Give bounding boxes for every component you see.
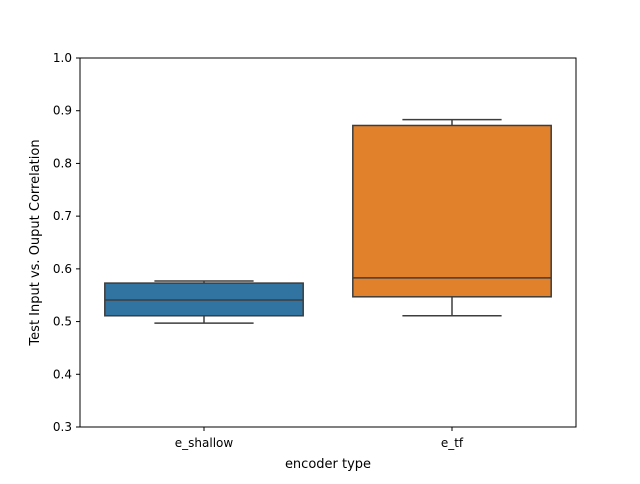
y-tick-label: 0.9	[53, 104, 72, 118]
box-e_shallow	[104, 280, 304, 324]
y-tick-label: 0.3	[53, 420, 72, 434]
y-tick-label: 0.4	[53, 367, 72, 381]
axes: 0.3 0.4 0.5 0.6 0.7 0.8 0.9 1.0 e_shallow e_tf	[53, 51, 577, 450]
y-tick-label: 0.5	[53, 315, 72, 329]
y-tick-label: 0.6	[53, 262, 72, 276]
x-tick-label: e_shallow	[175, 436, 234, 450]
y-axis-label: Test Input vs. Ouput Correlation	[28, 139, 43, 346]
box-e_tf	[352, 118, 552, 317]
y-tick-label: 0.7	[53, 209, 72, 223]
y-tick-label: 0.8	[53, 156, 72, 170]
x-axis-label: encoder type	[285, 457, 371, 472]
x-tick-label: e_tf	[441, 436, 464, 450]
y-tick-label: 1.0	[53, 51, 72, 65]
axes-frame	[79, 57, 577, 428]
plot-area	[104, 118, 552, 324]
box-body	[352, 124, 552, 298]
